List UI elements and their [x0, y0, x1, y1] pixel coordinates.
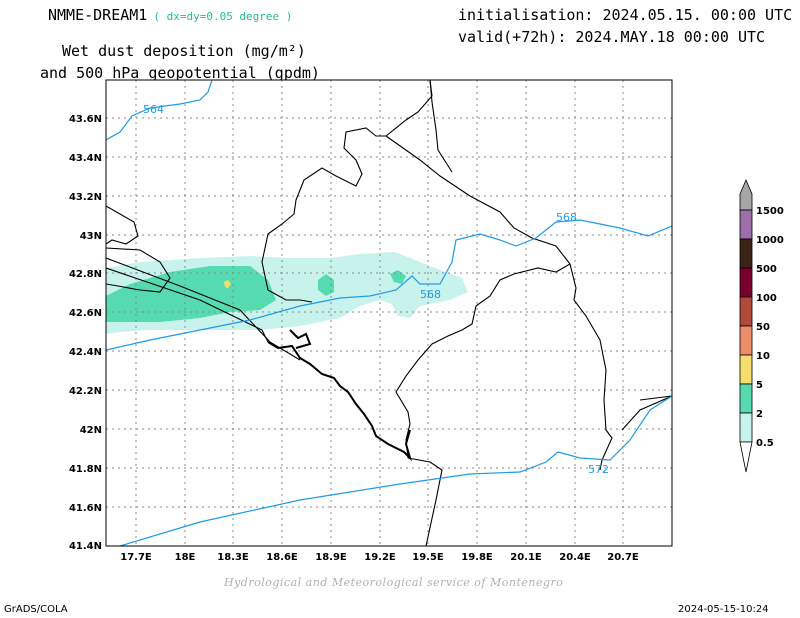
contour-labels: 564 568 568 572 [143, 103, 609, 476]
grid-lines [106, 80, 672, 546]
contour-label: 572 [588, 463, 609, 476]
legend-label: 1500 [756, 206, 784, 217]
lon-label: 20.4E [559, 552, 591, 563]
lon-label: 17.7E [120, 552, 152, 563]
footer-timestamp: 2024-05-15-10:24 [678, 604, 769, 615]
valid-time: valid(+72h): 2024.MAY.18 00:00 UTC [458, 28, 766, 46]
contour-label: 564 [143, 103, 164, 116]
lon-label: 20.1E [510, 552, 542, 563]
legend-swatch [739, 354, 753, 385]
lon-label: 18E [175, 552, 196, 563]
lat-label: 42.4N [69, 347, 102, 358]
dust-patch-2 [318, 274, 334, 296]
legend-swatch [739, 238, 753, 269]
legend-label: 50 [756, 322, 770, 333]
lon-label: 20.7E [607, 552, 639, 563]
legend-swatch [739, 325, 753, 356]
footer-left: GrADS/COLA [4, 604, 68, 615]
legend-swatch-1500 [739, 178, 753, 211]
credit-text: Hydrological and Meteorological service … [224, 576, 564, 589]
legend-label: 1000 [756, 235, 784, 246]
legend-swatch [739, 267, 753, 298]
lat-label: 42.6N [69, 308, 102, 319]
legend-label: 100 [756, 293, 777, 304]
legend-label: 10 [756, 351, 770, 362]
model-name: NMME-DREAM1 [48, 6, 148, 24]
lon-label: 19.8E [461, 552, 493, 563]
lat-label: 41.8N [69, 464, 102, 475]
lat-label: 41.4N [69, 541, 102, 552]
chart-title-line2: and 500 hPa geopotential (gpdm) [40, 64, 320, 82]
lat-label: 43.2N [69, 192, 102, 203]
resolution-note: ( dx=dy=0.05 degree ) [153, 10, 293, 23]
lat-label: 41.6N [69, 503, 102, 514]
dust-peak [224, 280, 231, 288]
lon-label: 18.6E [266, 552, 298, 563]
geopotential-contours [106, 80, 672, 546]
lon-label: 19.2E [364, 552, 396, 563]
contour-label: 568 [556, 211, 577, 224]
legend-swatch [739, 412, 753, 443]
init-time: initialisation: 2024.05.15. 00:00 UTC [458, 6, 793, 24]
lon-axis: 17.7E 18E 18.3E 18.6E 18.9E 19.2E 19.5E … [120, 552, 639, 563]
lat-label: 42.2N [69, 386, 102, 397]
lat-label: 43.6N [69, 114, 102, 125]
lat-label: 42N [80, 425, 102, 436]
lat-label: 43N [80, 231, 102, 242]
country-borders [106, 80, 672, 546]
lat-axis: 43.6N 43.4N 43.2N 43N 42.8N 42.6N 42.4N … [69, 114, 102, 552]
legend-label: 2 [756, 409, 763, 420]
legend-colorbar [739, 178, 753, 473]
coastline [267, 329, 413, 462]
chart-title-line1: Wet dust deposition (mg/m²) [62, 42, 306, 60]
legend-label: 500 [756, 264, 777, 275]
legend-swatch [739, 209, 753, 240]
legend-label: 0.5 [756, 438, 774, 449]
legend-label: 5 [756, 380, 763, 391]
legend-swatch-below [739, 441, 753, 473]
lat-label: 43.4N [69, 153, 102, 164]
lat-label: 42.8N [69, 269, 102, 280]
legend-swatch [739, 383, 753, 414]
legend-labels: 1500 1000 500 100 50 10 5 2 0.5 [756, 206, 784, 449]
lon-label: 18.3E [217, 552, 249, 563]
contour-label: 568 [420, 288, 441, 301]
model-title: NMME-DREAM1 ( dx=dy=0.05 degree ) [48, 6, 292, 24]
legend-swatch [739, 296, 753, 327]
lon-label: 19.5E [412, 552, 444, 563]
map-frame [105, 79, 673, 547]
lon-label: 18.9E [315, 552, 347, 563]
